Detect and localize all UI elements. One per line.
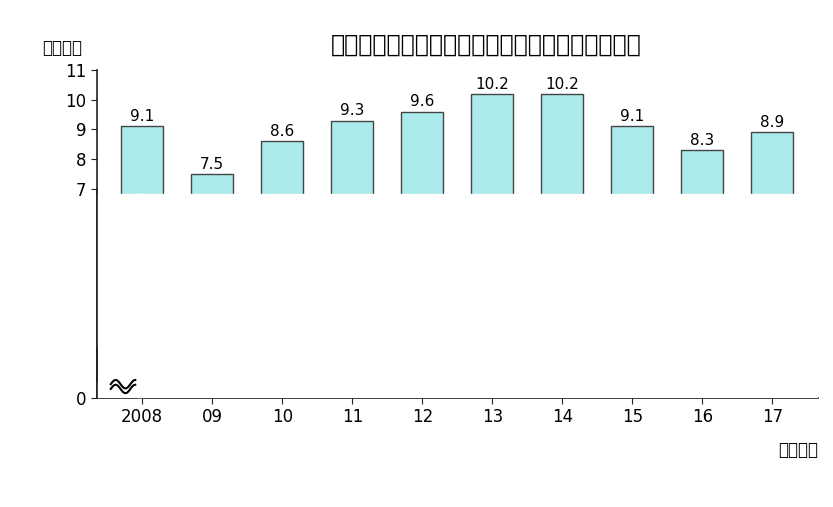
- Bar: [137, 194, 142, 397]
- Text: 8.9: 8.9: [761, 116, 785, 130]
- Bar: [681, 151, 724, 398]
- Text: （兆円）: （兆円）: [42, 39, 82, 57]
- Text: （年度）: （年度）: [778, 441, 818, 458]
- Text: 10.2: 10.2: [546, 77, 579, 92]
- Bar: [611, 126, 653, 398]
- Text: ガソリンスタンド経営業者の年度売上高合計推移: ガソリンスタンド経営業者の年度売上高合計推移: [331, 33, 641, 57]
- Bar: [751, 132, 794, 398]
- Text: 9.6: 9.6: [410, 94, 435, 110]
- Text: 8.6: 8.6: [270, 124, 294, 139]
- Bar: [402, 112, 443, 398]
- Text: 8.3: 8.3: [691, 133, 715, 148]
- Bar: [541, 94, 583, 398]
- Bar: [262, 141, 303, 398]
- Bar: [192, 174, 233, 398]
- Bar: [97, 194, 818, 397]
- Text: 9.1: 9.1: [130, 110, 154, 124]
- Text: 9.1: 9.1: [621, 110, 645, 124]
- Text: 10.2: 10.2: [476, 77, 509, 92]
- Bar: [122, 126, 163, 398]
- Text: 9.3: 9.3: [340, 103, 365, 119]
- Text: 7.5: 7.5: [200, 157, 224, 172]
- Bar: [332, 121, 373, 398]
- Bar: [471, 94, 513, 398]
